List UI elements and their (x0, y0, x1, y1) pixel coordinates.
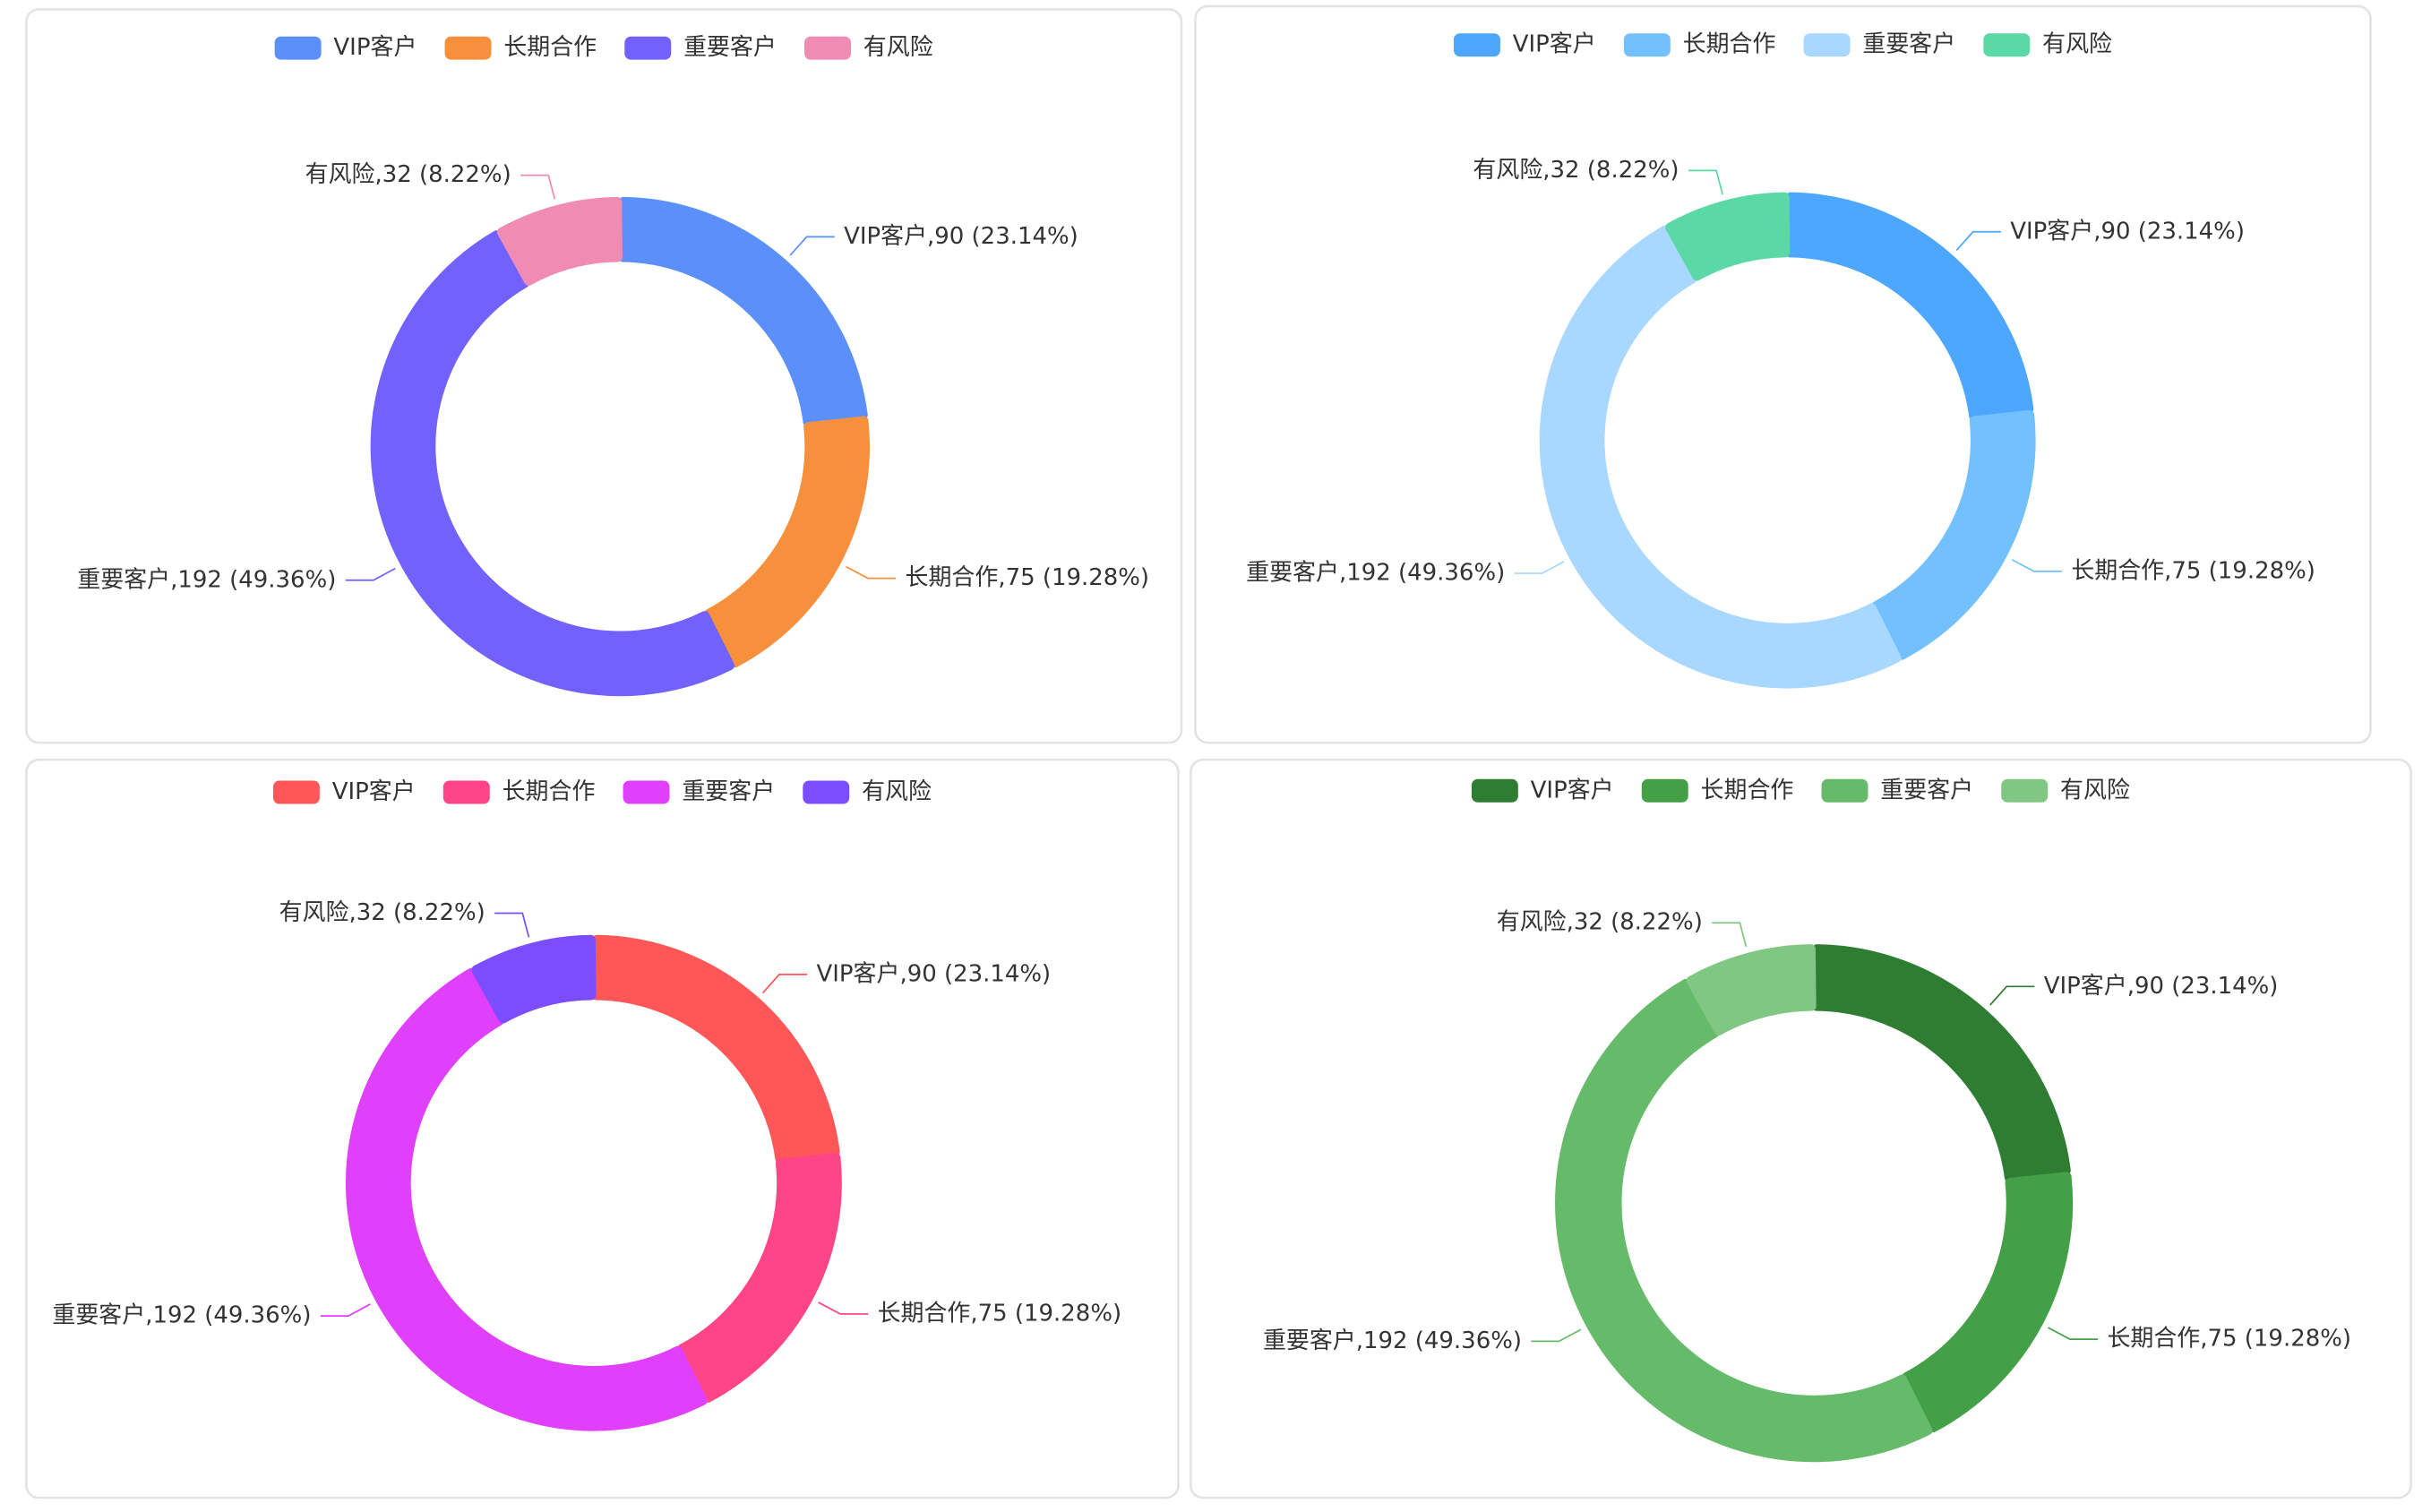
legend-swatch (1471, 778, 1518, 803)
donut-slice (1902, 1172, 2074, 1433)
data-label: VIP客户,90 (23.14%) (816, 960, 1051, 987)
legend-label: 长期合作 (1701, 777, 1794, 803)
leader-line (1531, 1328, 1582, 1343)
legend: VIP客户 长期合作 重要客户 有风险 (274, 34, 933, 61)
data-label: 长期合作,75 (19.28%) (2071, 557, 2315, 584)
legend-label: 重要客户 (683, 34, 777, 61)
donut-slice (496, 196, 623, 286)
legend-swatch (272, 780, 320, 804)
donut-slice (1870, 409, 2036, 660)
data-label: 长期合作,75 (19.28%) (906, 564, 1150, 591)
panel (25, 758, 1180, 1499)
legend-swatch (803, 780, 850, 804)
data-label: 重要客户,192 (49.36%) (52, 1302, 311, 1329)
data-label: 有风险,32 (8.22%) (1473, 157, 1679, 184)
legend-label: VIP客户 (332, 778, 416, 805)
legend-swatch (1453, 33, 1500, 57)
leader-line (1955, 230, 2001, 252)
leader-line (761, 973, 808, 994)
data-label: VIP客户,90 (23.14%) (2044, 973, 2279, 1000)
data-label: 有风险,32 (8.22%) (305, 161, 511, 188)
panel (1190, 758, 2412, 1499)
legend-swatch (624, 36, 672, 60)
data-label: 重要客户,192 (49.36%) (77, 566, 336, 593)
leader-line (1989, 985, 2035, 1006)
donut-slice (1785, 192, 2034, 421)
data-label: 长期合作,75 (19.28%) (2107, 1326, 2351, 1353)
leader-line (1688, 169, 1723, 195)
legend-label: 有风险 (863, 34, 933, 61)
donut-slice (1686, 944, 1817, 1035)
leader-line (345, 567, 396, 581)
leader-line (789, 236, 835, 256)
data-label: 重要客户,192 (49.36%) (1246, 560, 1505, 587)
donut-slice (370, 230, 735, 697)
legend-swatch (442, 780, 490, 804)
donut-slice (617, 196, 868, 427)
legend-label: 有风险 (862, 778, 932, 805)
legend-label: 重要客户 (682, 778, 775, 805)
panel (1194, 4, 2372, 744)
leader-line (1712, 922, 1748, 948)
leader-line (1514, 561, 1565, 574)
legend-label: 重要客户 (1862, 31, 1955, 58)
leader-line (818, 1302, 869, 1315)
leader-line (846, 565, 897, 580)
donut-slice (1539, 225, 1902, 689)
legend-swatch (1623, 33, 1671, 57)
data-label: VIP客户,90 (23.14%) (844, 223, 1078, 250)
legend: VIP客户 长期合作 重要客户 有风险 (1471, 777, 2130, 803)
donut-slice (1555, 978, 1933, 1463)
leader-line (320, 1303, 371, 1318)
legend-label: VIP客户 (1531, 777, 1614, 803)
data-label: 有风险,32 (8.22%) (279, 899, 485, 926)
legend-swatch (274, 36, 322, 60)
legend-swatch (2001, 778, 2049, 803)
legend-label: VIP客户 (333, 34, 417, 61)
panel (25, 8, 1183, 744)
legend-label: 有风险 (2060, 777, 2130, 803)
legend: VIP客户 长期合作 重要客户 有风险 (272, 778, 932, 805)
legend-swatch (1641, 778, 1688, 803)
data-label: 重要客户,192 (49.36%) (1263, 1327, 1522, 1354)
legend-label: 重要客户 (1880, 777, 1973, 803)
legend-label: 有风险 (2042, 31, 2112, 58)
donut-slice (471, 934, 597, 1024)
legend-swatch (1803, 33, 1851, 57)
legend-swatch (804, 36, 851, 60)
leader-line (520, 174, 556, 200)
donut-slice (1811, 944, 2071, 1183)
donut-slice (1665, 192, 1791, 281)
legend-label: 长期合作 (1683, 31, 1776, 58)
donut-slice (677, 1152, 842, 1403)
legend-label: VIP客户 (1513, 31, 1596, 58)
legend-swatch (1983, 33, 2031, 57)
legend-label: 长期合作 (503, 778, 596, 805)
legend: VIP客户 长期合作 重要客户 有风险 (1453, 31, 2112, 58)
legend-label: 长期合作 (503, 34, 597, 61)
legend-swatch (623, 780, 670, 804)
legend-swatch (1821, 778, 1868, 803)
leader-line (2048, 1327, 2099, 1340)
donut-slice (704, 416, 871, 668)
donut-slice (591, 934, 840, 1164)
legend-swatch (444, 36, 492, 60)
data-label: 长期合作,75 (19.28%) (878, 1300, 1122, 1327)
leader-line (494, 912, 530, 938)
data-label: 有风险,32 (8.22%) (1497, 909, 1703, 936)
data-label: VIP客户,90 (23.14%) (2010, 218, 2245, 245)
donut-slice (346, 967, 708, 1431)
leader-line (2011, 559, 2062, 572)
